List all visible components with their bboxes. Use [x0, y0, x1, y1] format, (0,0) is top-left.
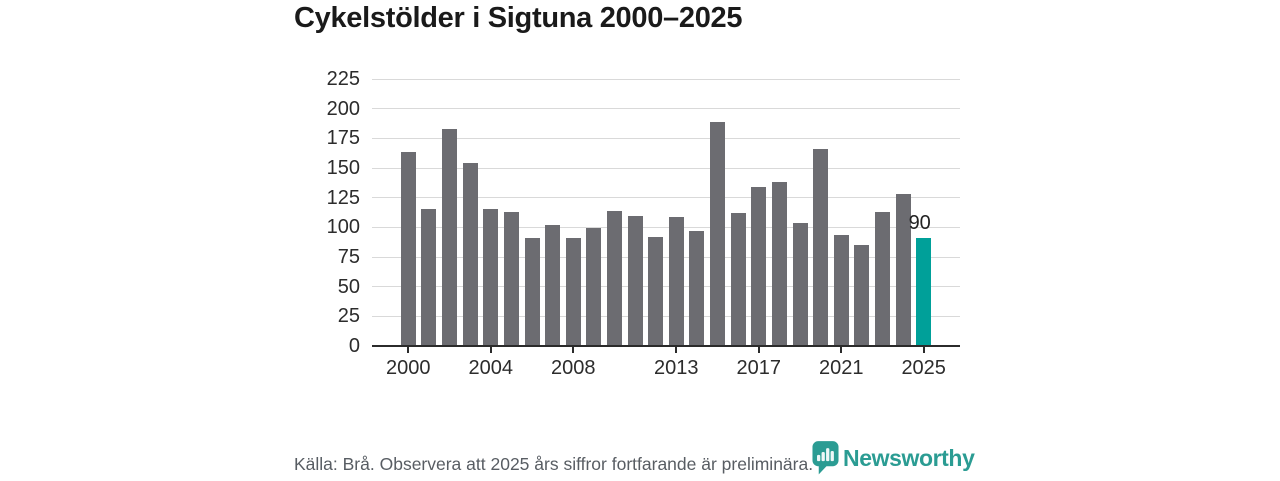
bar-2003	[462, 163, 478, 345]
bar-2011	[627, 215, 643, 345]
gridline-150	[372, 167, 960, 169]
x-axis-tick	[757, 347, 760, 353]
x-axis-tick-label: 2013	[654, 357, 699, 379]
y-axis-tick-label: 75	[337, 246, 360, 268]
bar-2022	[854, 245, 870, 345]
bar-2009	[586, 227, 602, 345]
y-axis-tick-label: 175	[326, 127, 360, 150]
gridline-25	[372, 315, 960, 317]
gridline-100	[372, 226, 960, 228]
bar-2017	[751, 187, 767, 345]
gridline-225	[372, 78, 960, 80]
bar-2008	[565, 238, 581, 345]
bar-value-label: 90	[908, 212, 931, 235]
newsworthy-logo: Newsworthy	[812, 440, 975, 481]
x-axis-line	[372, 345, 960, 347]
y-axis-tick-label: 50	[337, 275, 360, 298]
y-axis-tick-label: 200	[326, 97, 360, 120]
bar-2001	[421, 208, 437, 345]
bar-2025	[916, 238, 932, 345]
bar-2012	[648, 237, 664, 345]
bar-2016	[730, 213, 746, 345]
bar-2004	[483, 208, 499, 345]
x-axis-tick-label: 2000	[386, 357, 431, 379]
bar-chart: 90 2000 2004 2008 2013 2017 2021 2025 0 25 50 75 10…	[326, 68, 960, 379]
page-title: Cykelstölder i Sigtuna 2000–2025	[294, 2, 743, 34]
x-axis-tick-label: 2021	[818, 357, 864, 379]
y-axis-tick-label: 150	[326, 157, 360, 179]
gridline-200	[372, 108, 960, 110]
bar-2006	[524, 238, 540, 345]
x-axis-tick-label: 2004	[468, 357, 514, 379]
x-axis-tick	[407, 347, 410, 353]
x-axis-tick-label: 2017	[736, 357, 782, 379]
newsworthy-logo-icon	[812, 440, 839, 481]
x-axis-tick	[922, 347, 925, 353]
plot-area: 90 2000 2004 2008 2013 2017 2021 2025	[372, 78, 960, 379]
gridline-50	[372, 286, 960, 288]
gridline-125	[372, 197, 960, 199]
x-axis-tick-label: 2008	[550, 357, 596, 379]
bar-2021	[833, 234, 849, 345]
source-note: Källa: Brå. Observera att 2025 års siffr…	[294, 454, 814, 474]
y-axis-tick-label: 0	[348, 335, 360, 357]
bar-2007	[545, 225, 561, 345]
bar-2014	[689, 231, 705, 345]
bar-2005	[503, 212, 519, 345]
x-axis-tick	[489, 347, 492, 353]
bar-2013	[668, 216, 684, 345]
bar-2023	[874, 212, 890, 345]
bar-2000	[400, 151, 416, 345]
bar-2015	[710, 121, 726, 345]
x-axis-tick	[675, 347, 678, 353]
bar-2002	[442, 129, 458, 345]
gridline-75	[372, 256, 960, 258]
y-axis-tick-label: 125	[326, 186, 360, 209]
x-axis-tick-label: 2025	[901, 357, 946, 379]
y-axis-tick-label: 25	[337, 305, 360, 328]
x-axis-tick	[572, 347, 575, 353]
y-axis-tick-label: 225	[326, 68, 360, 90]
gridline-175	[372, 137, 960, 139]
brand-wordmark: Newsworthy	[843, 445, 975, 471]
bar-2018	[771, 182, 787, 345]
x-axis-tick	[840, 347, 843, 353]
bar-2020	[813, 149, 829, 345]
bar-2019	[792, 222, 808, 345]
y-axis-tick-label: 100	[326, 216, 360, 239]
bar-2024	[895, 194, 911, 345]
bar-2010	[606, 210, 622, 345]
